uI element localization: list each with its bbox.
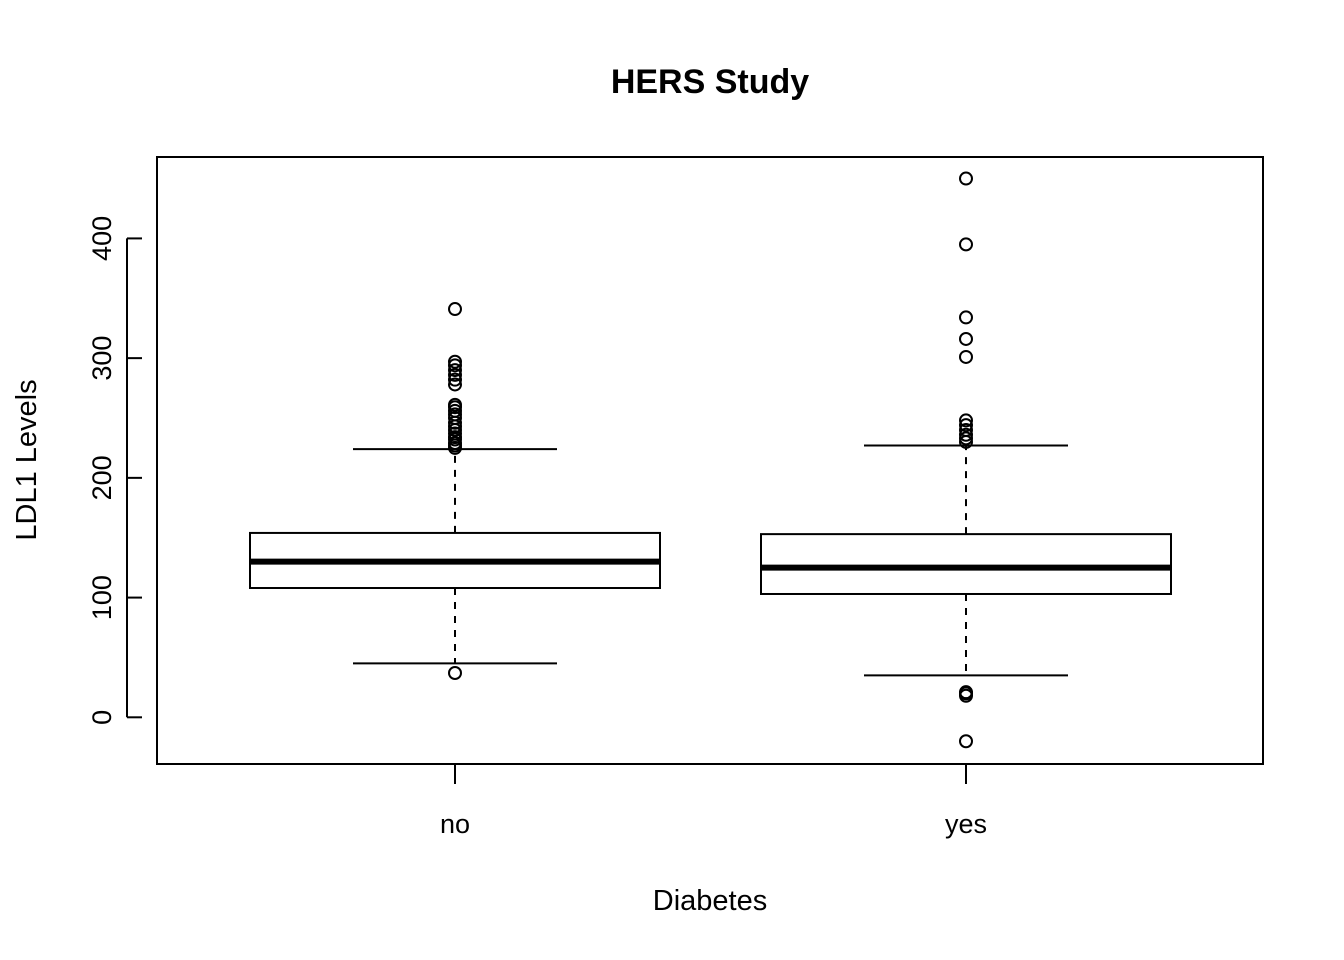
outlier-point bbox=[448, 377, 462, 392]
y-tick-label: 300 bbox=[87, 336, 117, 381]
outlier-point bbox=[959, 349, 973, 364]
y-axis-label: LDL1 Levels bbox=[11, 379, 43, 540]
outlier-point bbox=[959, 331, 973, 346]
boxplots bbox=[249, 171, 1172, 749]
x-axis: no yes bbox=[440, 764, 987, 839]
outlier-point bbox=[959, 418, 973, 433]
outlier-point bbox=[448, 372, 462, 387]
outlier-point bbox=[448, 363, 462, 378]
y-tick-label: 200 bbox=[87, 455, 117, 500]
outlier-point bbox=[448, 666, 462, 681]
chart-title: HERS Study bbox=[611, 63, 809, 101]
outlier-point bbox=[959, 422, 973, 437]
x-axis-label: Diabetes bbox=[653, 885, 767, 917]
y-axis: 0 100 200 300 400 bbox=[87, 216, 142, 725]
boxplot-no bbox=[249, 302, 661, 681]
x-tick-label: no bbox=[440, 809, 470, 839]
y-tick-label: 100 bbox=[87, 575, 117, 620]
outlier-point bbox=[448, 397, 462, 412]
x-tick-label: yes bbox=[945, 809, 987, 839]
iqr-box bbox=[760, 533, 1172, 595]
outlier-point bbox=[448, 302, 462, 317]
y-tick-label: 0 bbox=[87, 710, 117, 725]
outlier-point bbox=[448, 354, 462, 369]
outlier-point bbox=[959, 685, 973, 700]
outlier-point bbox=[448, 367, 462, 382]
boxplot-yes bbox=[760, 171, 1172, 749]
outlier-point bbox=[959, 413, 973, 428]
y-tick-label: 400 bbox=[87, 216, 117, 261]
outlier-point bbox=[959, 171, 973, 186]
outlier-point bbox=[959, 734, 973, 749]
outlier-point bbox=[959, 310, 973, 325]
plot-frame bbox=[156, 156, 1264, 765]
outlier-point bbox=[959, 427, 973, 442]
outlier-point bbox=[959, 237, 973, 252]
